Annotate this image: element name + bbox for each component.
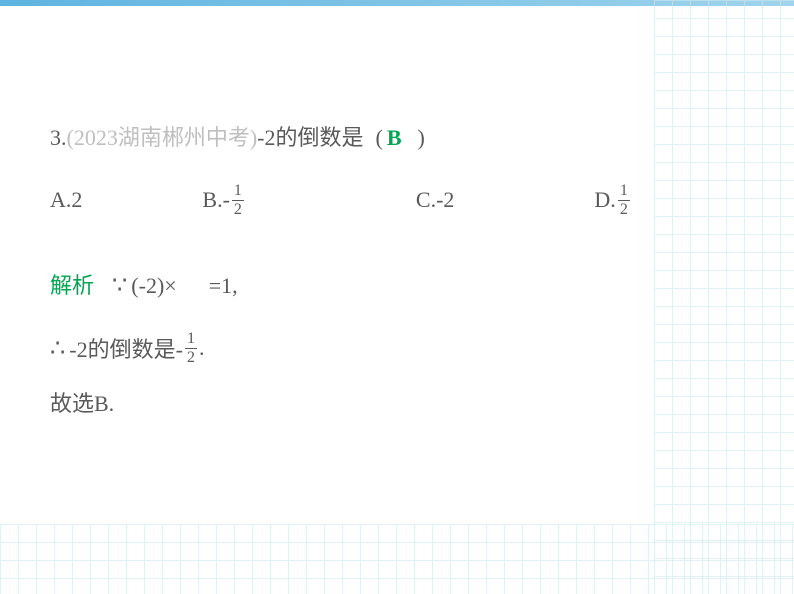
- option-c-value: -2: [436, 187, 454, 213]
- option-a-label: A.: [50, 187, 71, 213]
- conclusion-post: .: [199, 335, 205, 361]
- option-d-label: D.: [594, 187, 615, 213]
- option-b: B. - 1 2: [202, 182, 246, 218]
- option-b-fraction: 1 2: [232, 182, 244, 218]
- option-c: C. -2: [416, 187, 455, 213]
- option-b-label: B.: [202, 187, 222, 213]
- content-area: 3. (2023湖南郴州中考) -2的倒数是 ( B ) A. 2 B. - 1…: [50, 120, 730, 418]
- conclusion-den: 2: [185, 349, 197, 367]
- option-a-value: 2: [71, 187, 82, 213]
- therefore-line: ∴ -2的倒数是- 1 2 .: [50, 330, 730, 366]
- question-source: (2023湖南郴州中考): [67, 120, 258, 152]
- therefore-symbol: ∴: [50, 334, 65, 363]
- question-number: 3.: [50, 125, 67, 151]
- option-d: D. 1 2: [594, 182, 631, 218]
- option-d-num: 1: [618, 182, 630, 201]
- calc-right: =1,: [209, 273, 238, 299]
- option-c-label: C.: [416, 187, 436, 213]
- option-b-neg: -: [223, 187, 230, 213]
- calc-left: (-2)×: [131, 273, 176, 299]
- option-b-den: 2: [232, 201, 244, 219]
- conclusion-fraction: 1 2: [185, 330, 197, 366]
- final-line: 故选B.: [50, 386, 730, 418]
- conclusion-pre: -2的倒数是-: [69, 332, 183, 364]
- explain-label: 解析: [50, 268, 94, 300]
- explain-calc: ∵ (-2)× =1,: [112, 271, 238, 300]
- answer-letter: B: [387, 125, 402, 151]
- conclusion-num: 1: [185, 330, 197, 349]
- paren-close: ): [418, 125, 425, 151]
- options-row: A. 2 B. - 1 2 C. -2 D. 1 2: [50, 182, 730, 218]
- option-a: A. 2: [50, 187, 82, 213]
- explanation-line: 解析 ∵ (-2)× =1,: [50, 268, 730, 300]
- paren-open: (: [375, 125, 382, 151]
- because-symbol: ∵: [112, 271, 127, 300]
- option-d-fraction: 1 2: [618, 182, 630, 218]
- option-d-den: 2: [618, 201, 630, 219]
- option-b-num: 1: [232, 182, 244, 201]
- grid-bottom: [0, 524, 794, 594]
- question-text: -2的倒数是: [257, 120, 363, 152]
- question-line: 3. (2023湖南郴州中考) -2的倒数是 ( B ): [50, 120, 730, 152]
